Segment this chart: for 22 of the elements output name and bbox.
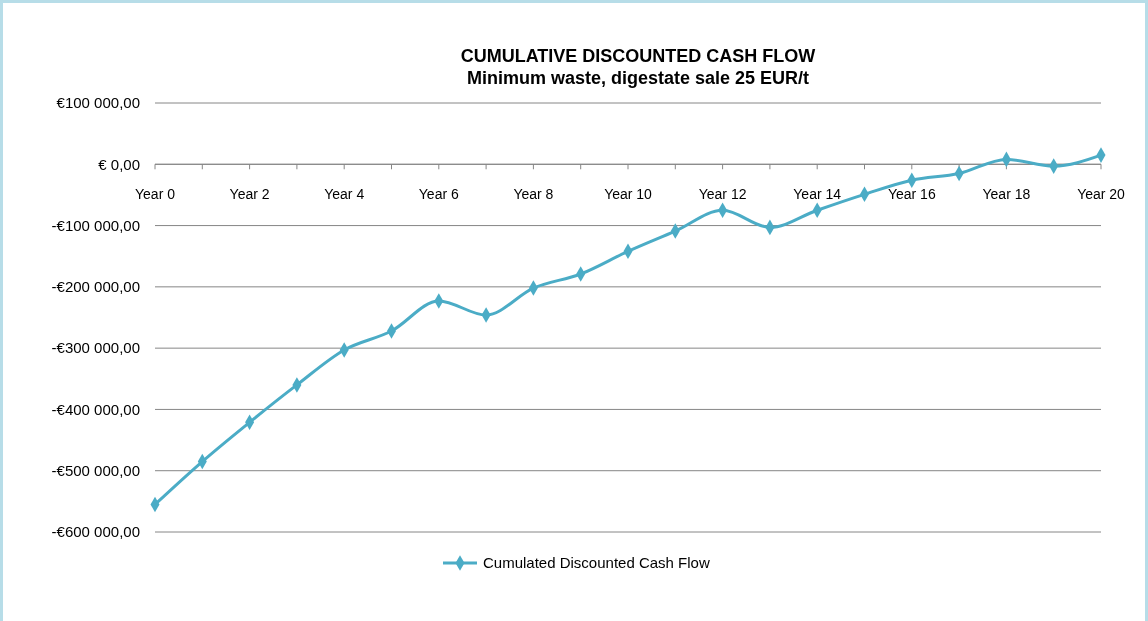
y-tick-label: -€600 000,00 bbox=[51, 523, 140, 541]
x-tick-label: Year 18 bbox=[982, 186, 1031, 203]
x-tick-label: Year 20 bbox=[1077, 186, 1126, 203]
x-tick-label: Year 16 bbox=[887, 186, 936, 203]
y-tick-label: -€300 000,00 bbox=[51, 339, 140, 357]
chart-subtitle: Minimum waste, digestate sale 25 EUR/t bbox=[466, 68, 810, 88]
x-tick-label: Year 12 bbox=[698, 186, 747, 203]
y-tick-label: -€400 000,00 bbox=[51, 400, 140, 418]
chart-title: CUMULATIVE DISCOUNTED CASH FLOW bbox=[460, 46, 816, 66]
y-tick-label: -€500 000,00 bbox=[51, 461, 140, 479]
x-tick-label: Year 2 bbox=[229, 186, 270, 203]
y-tick-label: €100 000,00 bbox=[56, 94, 140, 112]
x-tick-label: Year 4 bbox=[324, 186, 365, 203]
legend-label: Cumulated Discounted Cash Flow bbox=[483, 554, 710, 572]
x-tick-label: Year 0 bbox=[135, 186, 176, 203]
x-tick-label: Year 8 bbox=[513, 186, 554, 203]
x-tick-label: Year 6 bbox=[418, 186, 459, 203]
x-tick-label: Year 10 bbox=[604, 186, 653, 203]
y-tick-label: € 0,00 bbox=[98, 155, 140, 173]
y-tick-label: -€100 000,00 bbox=[51, 216, 140, 234]
x-tick-label: Year 14 bbox=[793, 186, 842, 203]
y-tick-label: -€200 000,00 bbox=[51, 278, 140, 296]
